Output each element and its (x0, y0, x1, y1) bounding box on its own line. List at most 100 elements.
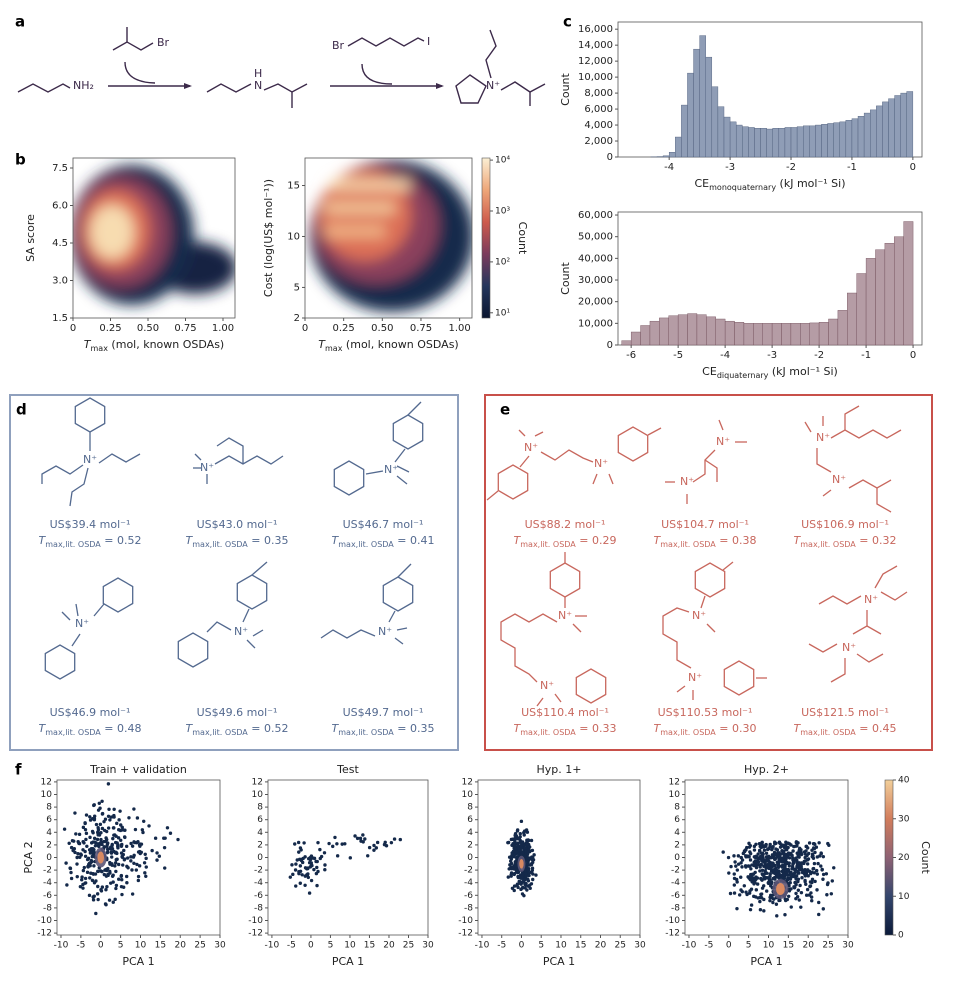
bar (724, 320, 735, 346)
atom-label: N⁺ (486, 79, 500, 92)
decor-point (95, 837, 100, 842)
decor-point (744, 865, 748, 869)
decor-point (110, 855, 114, 859)
decor-point (795, 874, 799, 878)
decor-point (62, 827, 67, 831)
decor-point (796, 877, 801, 881)
bar (809, 125, 816, 158)
y-tick-label: 2 (467, 840, 473, 850)
decor-point (75, 855, 79, 860)
decor-point (111, 836, 115, 841)
decor-point (753, 855, 758, 860)
y-tick-label: 4 (257, 828, 263, 838)
decor-point (739, 875, 743, 879)
plot-frame (477, 779, 641, 936)
molecule: N⁺ (177, 561, 268, 668)
bond (818, 595, 862, 605)
ring (102, 577, 134, 613)
ring (575, 668, 607, 704)
decor-point (516, 844, 520, 848)
density-core (776, 883, 785, 896)
decor-point (389, 840, 394, 845)
decor-point (323, 863, 327, 867)
arrow-head (436, 83, 444, 89)
decor-point (168, 831, 173, 835)
decor-point (527, 845, 532, 849)
decor-point (527, 871, 531, 875)
decor-point (76, 852, 80, 856)
decor-point (163, 866, 167, 870)
decor-point (811, 867, 815, 871)
bar (851, 118, 859, 158)
decor-point (777, 876, 782, 880)
decor-point (147, 824, 151, 828)
tmax-symbol: T (794, 722, 802, 735)
decor-point (735, 868, 740, 872)
decor-point (96, 897, 100, 902)
decor-point (797, 898, 801, 902)
decor-point (775, 868, 779, 873)
decor-point (798, 883, 802, 888)
decor-point (116, 846, 120, 850)
y-tick-label: 0 (674, 853, 680, 863)
decor-point (510, 867, 514, 871)
decor-point (85, 870, 90, 875)
ring (44, 644, 76, 680)
decor-point (129, 841, 133, 846)
decor-point (315, 865, 319, 870)
atom-label: I (427, 35, 430, 48)
decor-point (117, 862, 121, 867)
tmax: Tmax,lit. OSDA = 0.33 (514, 722, 617, 737)
decor-point (762, 845, 766, 849)
y-tick-label: 2,000 (584, 136, 613, 147)
bond (856, 653, 884, 663)
atom-label: N⁺ (558, 609, 572, 622)
bar (833, 122, 840, 158)
decor-point (88, 835, 92, 840)
decor-point (307, 891, 312, 895)
decor-point (524, 881, 528, 886)
decor-point (130, 844, 135, 848)
decor-point (523, 877, 528, 882)
bar (640, 325, 651, 346)
y-tick-label: 6 (467, 815, 473, 825)
y-tick-label: 2 (294, 313, 300, 324)
decor-point (312, 856, 317, 861)
y-tick-label: -10 (665, 916, 680, 926)
x-tick-label: -10 (265, 941, 280, 951)
decor-point (108, 869, 112, 874)
x-tick-label: 25 (403, 941, 414, 951)
decor-point (531, 860, 535, 865)
decor-point (121, 863, 125, 867)
bar (772, 128, 780, 158)
y-tick-label: 4 (674, 828, 680, 838)
colorbar-tick-label: 10³ (495, 207, 510, 217)
decor-point (809, 871, 813, 876)
decor-point (306, 866, 310, 870)
density-core (519, 859, 524, 869)
decor-point (88, 861, 93, 865)
x-tick-label: 0 (910, 162, 916, 173)
decor-point (99, 830, 103, 835)
bar (717, 106, 725, 158)
bar (762, 323, 773, 346)
bar (827, 123, 834, 158)
bond (394, 637, 404, 645)
decor-point (122, 858, 127, 862)
atom-label: N⁺ (594, 457, 608, 470)
decor-point (110, 847, 115, 851)
decor-point (94, 822, 99, 827)
axis-label: PCA 1 (543, 955, 575, 968)
decor-point (163, 836, 167, 840)
y-tick-label: -4 (43, 878, 52, 888)
molecule: N⁺ (320, 563, 414, 645)
y-tick-label: -10 (458, 916, 473, 926)
x-tick-label: 0 (910, 350, 916, 361)
decor-point (791, 861, 796, 865)
decor-point (757, 863, 761, 867)
decor-point (75, 862, 79, 866)
decor-point (298, 881, 302, 885)
x-tick-label: 10 (135, 941, 147, 951)
colorbar-label: Count (516, 222, 529, 255)
decor-point (732, 883, 737, 887)
